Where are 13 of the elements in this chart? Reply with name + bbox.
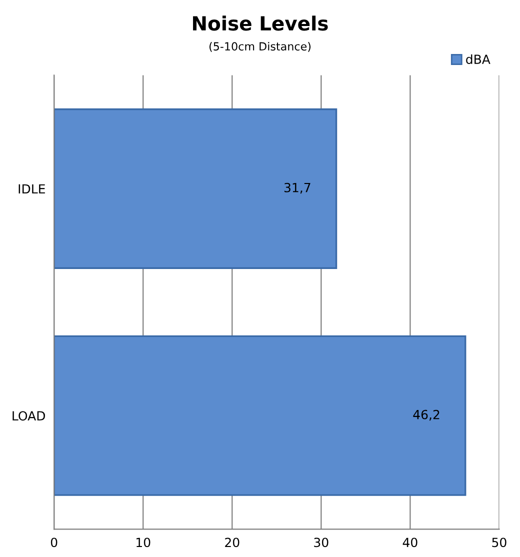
x-tick-label: 0 xyxy=(50,538,58,548)
x-tick-label: 30 xyxy=(314,538,328,548)
chart-title: Noise Levels xyxy=(193,16,328,31)
x-tick-label: 20 xyxy=(225,538,240,548)
chart-subtitle: (5-10cm Distance) xyxy=(209,42,311,52)
y-tick-label: LOAD xyxy=(12,411,46,421)
legend-label: dBA xyxy=(466,54,490,64)
x-tick-label: 10 xyxy=(136,538,150,548)
data-label: 31,7 xyxy=(284,182,310,194)
x-tick-label: 50 xyxy=(492,538,506,548)
x-tick-label: 40 xyxy=(402,538,418,548)
y-tick-label: IDLE xyxy=(18,184,45,194)
data-label: 46,2 xyxy=(413,410,440,421)
